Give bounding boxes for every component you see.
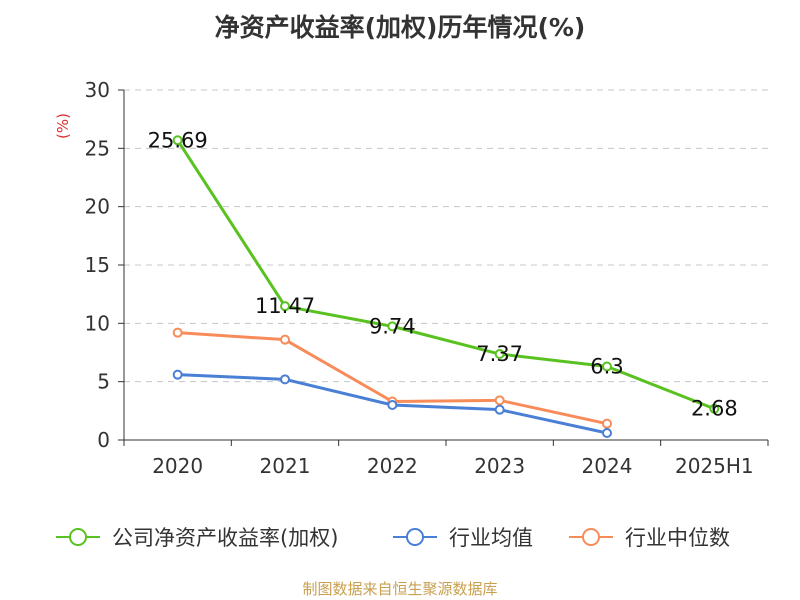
data-point: [280, 334, 290, 345]
x-tick-label: 2025H1: [675, 454, 754, 478]
data-labels: 25.69 11.47 9.74 7.37 6.3 2.68: [148, 128, 738, 420]
source-note: 制图数据来自恒生聚源数据库: [302, 580, 498, 598]
y-tick-label: 25: [85, 136, 110, 160]
data-point: [602, 361, 612, 372]
legend-label: 行业均值: [449, 526, 533, 550]
data-point: [494, 404, 505, 415]
data-label: 25.69: [148, 128, 208, 152]
data-point: [494, 349, 505, 360]
y-axis-label: (%): [54, 113, 72, 139]
data-point: [172, 135, 183, 146]
data-point: [494, 395, 505, 406]
y-tick-label: 10: [85, 311, 110, 335]
x-tick-label: 2023: [474, 454, 525, 478]
series-lines: [172, 135, 720, 438]
data-point: [280, 374, 290, 385]
data-point: [709, 403, 720, 414]
legend-marker: [406, 528, 424, 546]
legend: 公司净资产收益率(加权) 行业均值 行业中位数: [56, 526, 730, 550]
x-tick-label: 2020: [152, 454, 203, 478]
data-point: [387, 321, 398, 332]
data-label: 2.68: [691, 397, 738, 421]
data-label: 11.47: [255, 294, 315, 318]
x-tick-label: 2024: [582, 454, 633, 478]
y-tick-label: 0: [97, 428, 110, 452]
y-tick-label: 20: [85, 195, 110, 219]
data-point: [172, 327, 183, 338]
y-tick-label: 30: [85, 78, 110, 102]
data-point: [602, 418, 612, 429]
legend-label: 行业中位数: [625, 526, 730, 550]
legend-marker: [582, 528, 600, 546]
legend-marker: [69, 528, 87, 546]
axes: 0 5 10 15 20 25 30 (%) 2020 2021 2022 2023 2024 2025H…: [54, 78, 769, 478]
data-label: 7.37: [476, 342, 523, 366]
series-line: [176, 139, 715, 411]
chart-title: 净资产收益率(加权)历年情况(%): [214, 13, 586, 42]
data-point: [172, 369, 183, 380]
grid-lines: [124, 89, 768, 383]
x-tick-label: 2022: [367, 454, 418, 478]
y-tick-label: 15: [85, 253, 110, 277]
data-point: [602, 428, 612, 438]
data-label: 9.74: [369, 314, 416, 338]
data-point: [280, 301, 290, 312]
x-tick-label: 2021: [260, 454, 311, 478]
data-label: 6.3: [590, 355, 623, 379]
data-point: [387, 400, 398, 410]
y-tick-label: 5: [97, 370, 110, 394]
legend-label: 公司净资产收益率(加权): [112, 526, 338, 550]
